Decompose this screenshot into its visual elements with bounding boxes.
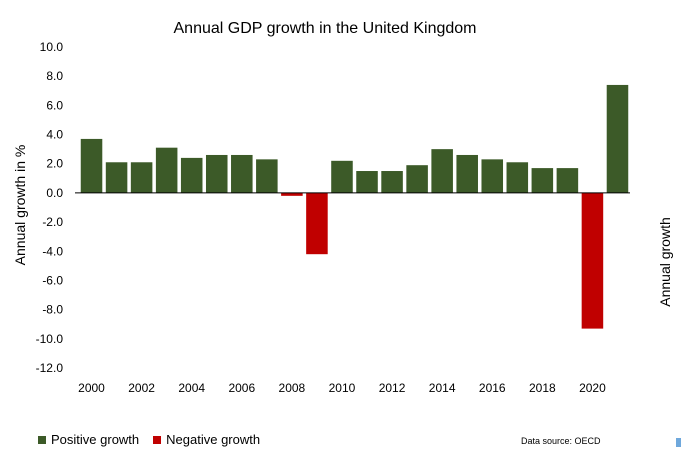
x-tick-label: 2000 (78, 381, 105, 395)
bar-2017 (506, 162, 529, 193)
y-tick-label: 10.0 (40, 40, 64, 54)
bar-2020 (581, 192, 604, 329)
y-tick-label: 4.0 (46, 128, 63, 142)
legend-label-positive: Positive growth (51, 432, 140, 447)
corner-marker (676, 438, 681, 447)
bar-2018 (531, 168, 554, 193)
legend-swatch-negative (153, 435, 162, 444)
y-tick-label: 8.0 (46, 69, 63, 83)
bar-2011 (356, 171, 378, 193)
legend-swatch-positive (38, 435, 46, 444)
x-tick-label: 2018 (529, 381, 556, 395)
bar-2019 (556, 168, 579, 193)
bar-2006 (231, 154, 253, 193)
bar-2016 (481, 159, 504, 193)
x-tick-label: 2004 (178, 381, 205, 395)
x-tick-label: 2002 (128, 381, 155, 395)
bar-2015 (456, 154, 478, 193)
bar-2002 (130, 162, 153, 193)
bar-2007 (256, 159, 278, 193)
bar-2010 (331, 160, 353, 193)
y-tick-label: -12.0 (36, 361, 64, 375)
y-tick-label: 0.0 (46, 186, 63, 200)
x-tick-label: 2006 (228, 381, 255, 395)
side-axis-label: Annual growth (657, 217, 673, 307)
bar-2004 (180, 157, 203, 193)
legend-item-negative: Negative growth (153, 432, 260, 447)
y-tick-label: -10.0 (36, 332, 64, 346)
bar-2005 (205, 154, 228, 193)
bar-2001 (105, 162, 128, 193)
bar-2003 (155, 147, 178, 193)
y-tick-label: -2.0 (42, 215, 63, 229)
x-tick-label: 2016 (479, 381, 506, 395)
bar-2014 (431, 149, 453, 193)
chart-title: Annual GDP growth in the United Kingdom (174, 20, 477, 37)
x-tick-label: 2008 (279, 381, 306, 395)
legend-item-positive: Positive growth (38, 432, 139, 447)
bar-2013 (406, 165, 428, 193)
data-source-note: Data source: OECD (521, 436, 601, 446)
bar-2008 (281, 192, 303, 196)
bar-2009 (306, 192, 328, 255)
y-tick-label: -6.0 (42, 273, 63, 287)
y-tick-label: 6.0 (46, 98, 63, 112)
bar-2000 (80, 138, 103, 193)
x-tick-label: 2014 (429, 381, 456, 395)
x-tick-label: 2020 (579, 381, 606, 395)
x-tick-label: 2012 (379, 381, 406, 395)
legend-label-negative: Negative growth (166, 432, 261, 447)
x-tick-label: 2010 (329, 381, 356, 395)
y-tick-label: -4.0 (42, 244, 63, 258)
y-tick-label: 2.0 (46, 157, 63, 171)
legend: Positive growth Negative growth (38, 432, 274, 447)
bar-2021 (606, 84, 629, 193)
y-tick-label: -8.0 (42, 303, 63, 317)
bar-2012 (381, 171, 403, 193)
y-axis-label: Annual growth in % (12, 145, 28, 266)
